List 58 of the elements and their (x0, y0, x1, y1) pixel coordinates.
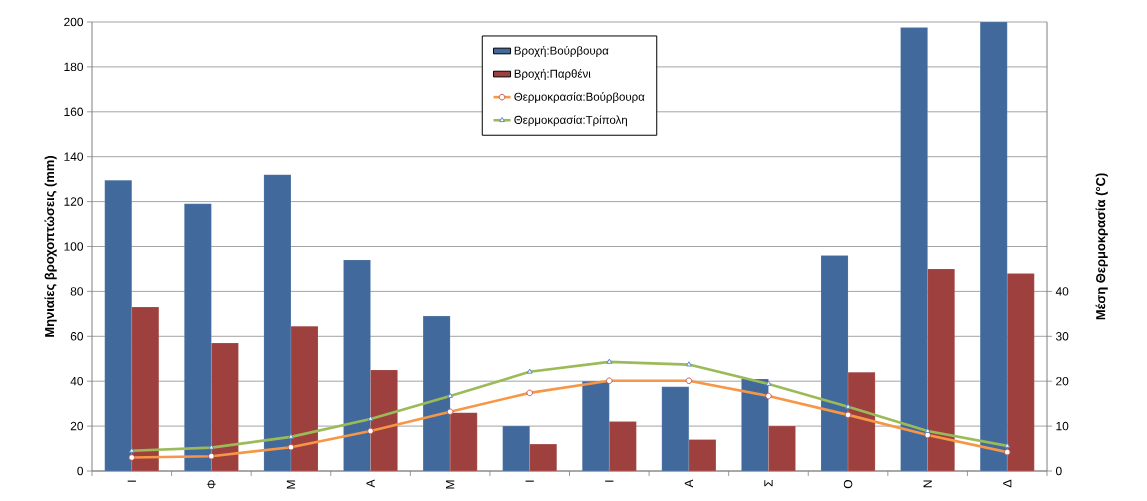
x-tick-label: Ι (525, 480, 534, 482)
bar (768, 425, 796, 471)
bar (131, 306, 160, 471)
bar (927, 268, 955, 471)
x-tick-label: Μ (286, 480, 296, 489)
bar (741, 378, 769, 471)
bar (900, 27, 928, 471)
bar (609, 421, 637, 471)
bar (688, 439, 717, 471)
x-tick-label: Ν (923, 480, 932, 488)
y2-tick-label: 10 (1056, 421, 1069, 431)
bar (847, 372, 876, 471)
y-tick-label: 80 (70, 287, 84, 296)
bar (1007, 273, 1035, 471)
bar (820, 255, 849, 471)
y-tick-label: 60 (70, 332, 84, 341)
bar (979, 22, 1008, 471)
bar (290, 326, 319, 471)
y2-axis-title: Μέση Θερμοκρασία (°C) (1095, 173, 1108, 320)
bar (263, 174, 292, 471)
x-tick-label: Α (684, 479, 693, 488)
legend-label: Βροχή:Παρθένι (514, 69, 591, 81)
bar (502, 425, 530, 471)
bar (104, 180, 132, 471)
y-tick-label: 200 (64, 17, 84, 27)
x-tick-label: Δ (1003, 479, 1012, 488)
x-tick-label: Ι (127, 480, 136, 482)
y-tick-label: 40 (70, 376, 84, 386)
x-tick-label: Φ (207, 480, 216, 489)
y-tick-label: 160 (64, 107, 84, 117)
y-tick-label: 180 (64, 62, 84, 72)
y-tick-label: 120 (64, 197, 84, 206)
y-tick-label: 100 (64, 242, 84, 251)
x-tick-label: Σ (764, 479, 773, 487)
y-tick-label: 140 (64, 152, 84, 161)
x-tick-label: Α (366, 479, 375, 488)
bar (582, 381, 610, 471)
y-tick-label: 0 (77, 466, 84, 476)
legend-label: Θερμοκρασία:Τρίπολη (514, 115, 627, 127)
bar (661, 386, 690, 471)
y2-tick-label: 0 (1055, 466, 1062, 476)
x-tick-label: Ο (843, 480, 853, 489)
x-tick-label: Ι (605, 480, 614, 482)
y-tick-label: 20 (70, 421, 84, 431)
bar (370, 369, 398, 471)
x-tick-label: Μ (446, 480, 455, 489)
y-axis-title: Μηνιαίες βροχοπτώσεις (mm) (44, 155, 57, 337)
bar (184, 203, 212, 471)
y2-tick-label: 30 (1055, 332, 1069, 341)
legend-label: Βροχή:Βούρβουρα (514, 45, 609, 57)
legend-label: Θερμοκρασία:Βούρβουρα (514, 92, 645, 104)
bar (449, 412, 478, 471)
y2-tick-label: 20 (1056, 376, 1069, 386)
bar (529, 443, 557, 471)
bar (422, 315, 451, 471)
y2-tick-label: 40 (1055, 287, 1069, 296)
bar (211, 342, 239, 471)
bar (343, 259, 371, 471)
